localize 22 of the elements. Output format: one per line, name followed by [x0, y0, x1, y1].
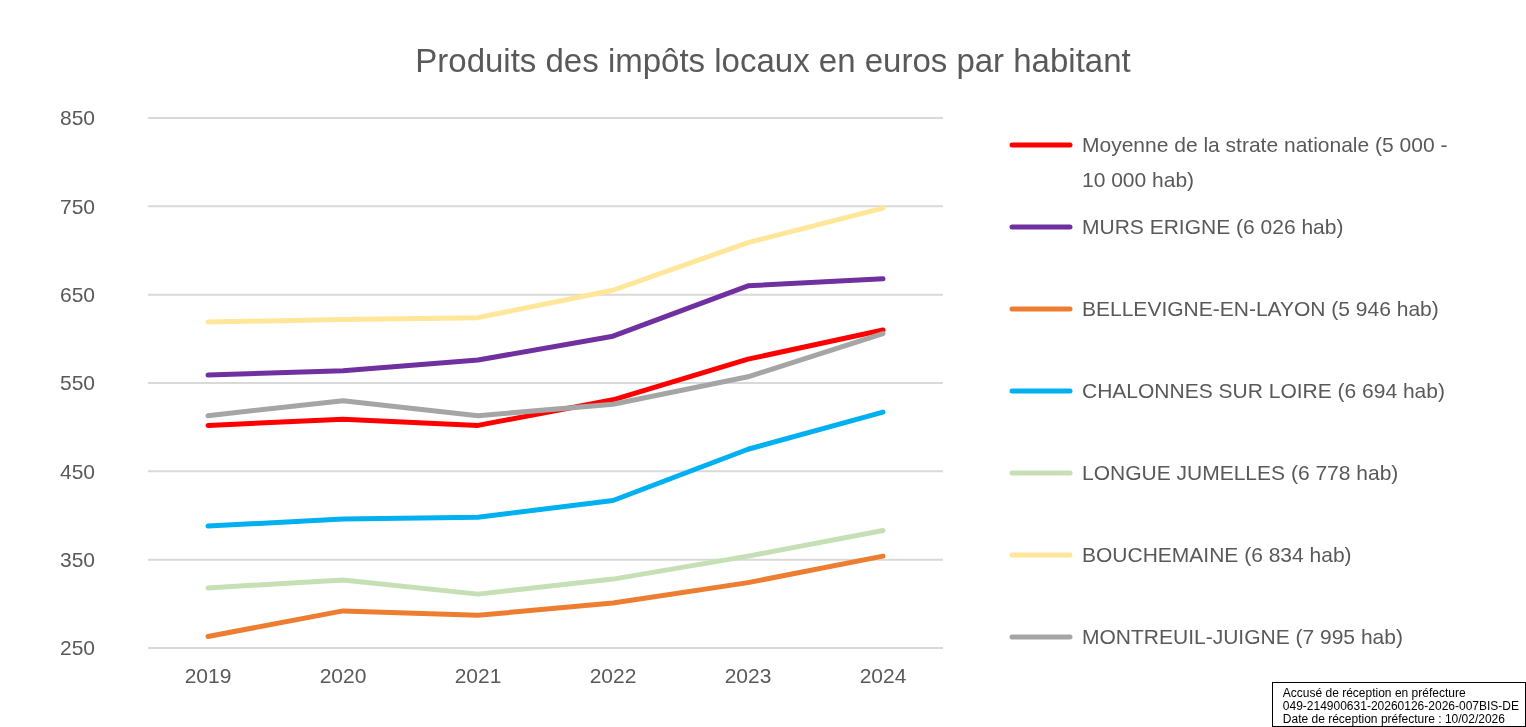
- y-tick-label: 750: [60, 194, 96, 218]
- x-tick-label: 2022: [589, 663, 637, 687]
- y-tick-label: 850: [60, 106, 96, 130]
- chart-title: Produits des impôts locaux en euros par habitant: [414, 42, 1132, 80]
- legend-label: MONTREUIL-JUIGNE (7 995 hab): [1082, 624, 1403, 650]
- legend-label: MURS ERIGNE (6 026 hab): [1082, 214, 1344, 240]
- x-tick-label: 2020: [319, 663, 367, 687]
- y-tick-label: 350: [60, 548, 96, 572]
- x-tick-label: 2019: [184, 663, 232, 687]
- legend-label: BELLEVIGNE-EN-LAYON (5 946 hab): [1082, 296, 1439, 322]
- legend-label: CHALONNES SUR LOIRE (6 694 hab): [1082, 378, 1445, 404]
- legend-label: BOUCHEMAINE (6 834 hab): [1082, 542, 1352, 568]
- legend-label: LONGUE JUMELLES (6 778 hab): [1082, 460, 1399, 486]
- y-tick-label: 250: [60, 636, 96, 660]
- legend-label: Moyenne de la strate nationale (5 000 - 10 000 hab): [1082, 132, 1449, 193]
- y-tick-label: 450: [60, 459, 96, 483]
- x-tick-label: 2021: [454, 663, 502, 687]
- y-tick-label: 650: [60, 283, 96, 307]
- x-tick-label: 2023: [724, 663, 772, 687]
- x-tick-label: 2024: [859, 663, 907, 687]
- y-tick-label: 550: [60, 371, 96, 395]
- text: Accusé de réception en préfecture 049-214900631-20260126-2026-007BIS-DE Date de réception préfecture : 10/02/2026: [1271, 682, 1526, 727]
